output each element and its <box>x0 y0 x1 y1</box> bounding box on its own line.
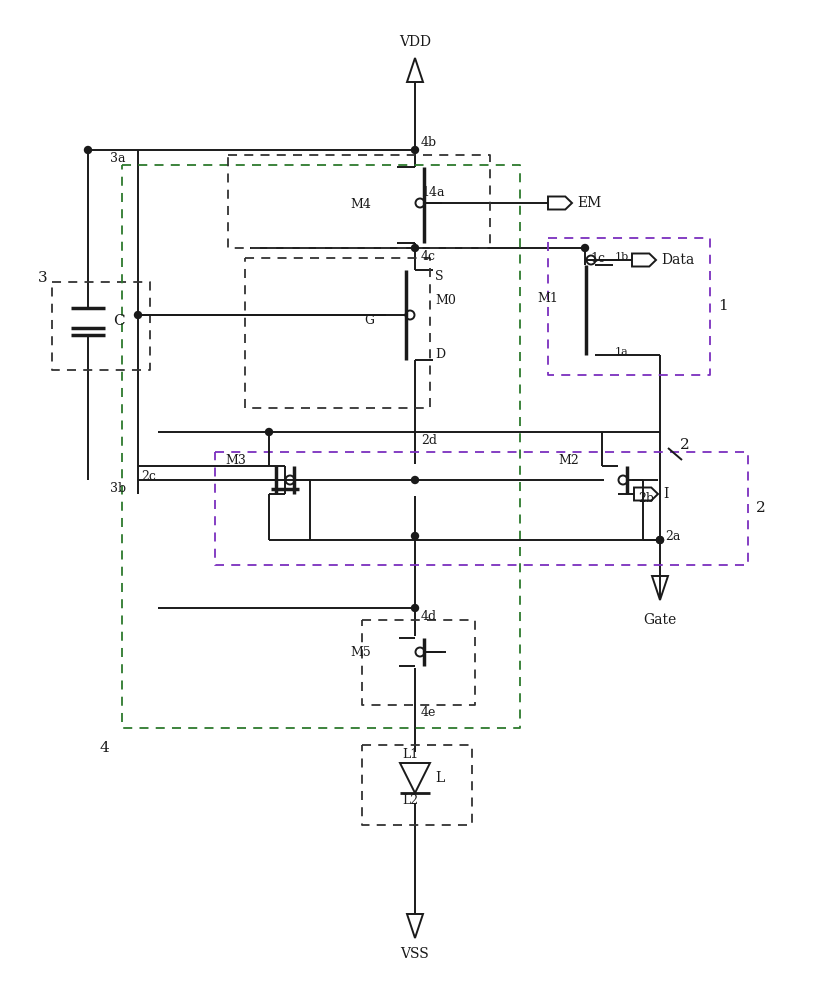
Text: S: S <box>435 269 444 282</box>
Text: 4: 4 <box>100 741 109 755</box>
Circle shape <box>266 428 272 436</box>
Circle shape <box>412 532 419 540</box>
Text: 1c: 1c <box>590 251 605 264</box>
Text: D: D <box>435 348 445 360</box>
Text: 3: 3 <box>38 271 48 285</box>
Text: M1: M1 <box>537 292 558 304</box>
Text: L2: L2 <box>402 794 418 808</box>
Circle shape <box>412 604 419 611</box>
Text: C: C <box>113 314 124 328</box>
Text: 2a: 2a <box>665 530 681 544</box>
Text: 4d: 4d <box>421 609 437 622</box>
Text: VSS: VSS <box>401 947 430 961</box>
Text: 4b: 4b <box>421 135 437 148</box>
Text: 2: 2 <box>756 501 765 515</box>
Text: M0: M0 <box>435 294 456 308</box>
Text: I: I <box>663 487 668 501</box>
Circle shape <box>412 477 419 484</box>
Text: 4e: 4e <box>421 706 436 720</box>
Text: Gate: Gate <box>644 613 677 627</box>
Text: 1b: 1b <box>615 252 630 262</box>
Text: M3: M3 <box>225 454 246 466</box>
Text: L: L <box>435 771 444 785</box>
Circle shape <box>582 244 588 251</box>
Circle shape <box>134 312 142 318</box>
Circle shape <box>412 146 419 153</box>
Text: 14a: 14a <box>421 186 444 200</box>
Circle shape <box>657 536 663 544</box>
Text: M4: M4 <box>350 198 371 212</box>
Text: G: G <box>364 314 374 326</box>
Text: EM: EM <box>577 196 602 210</box>
Text: 1a: 1a <box>615 347 629 357</box>
Text: M5: M5 <box>350 646 370 658</box>
Text: 4c: 4c <box>421 249 436 262</box>
Circle shape <box>412 244 419 251</box>
Text: 3a: 3a <box>110 151 125 164</box>
Text: 2c: 2c <box>141 471 156 484</box>
Text: L1: L1 <box>402 748 418 762</box>
Text: Data: Data <box>661 253 695 267</box>
Text: VDD: VDD <box>399 35 431 49</box>
Circle shape <box>85 146 91 153</box>
Text: M2: M2 <box>558 454 579 466</box>
Text: 2: 2 <box>680 438 690 452</box>
Text: 2b: 2b <box>638 492 654 506</box>
Text: 3b: 3b <box>110 482 126 494</box>
Circle shape <box>657 536 663 544</box>
Text: 2d: 2d <box>421 434 437 446</box>
Text: 1: 1 <box>718 299 728 313</box>
